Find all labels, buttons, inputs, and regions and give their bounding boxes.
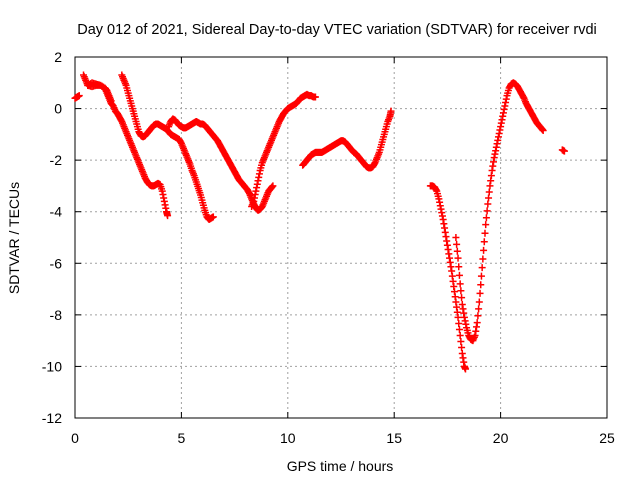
x-tick-label: 10	[280, 430, 296, 446]
data-points	[71, 71, 568, 373]
data-point	[269, 182, 277, 190]
data-point	[453, 247, 461, 255]
data-point	[477, 281, 485, 289]
y-tick-label: -12	[42, 410, 62, 426]
data-point	[479, 255, 487, 263]
data-point	[560, 147, 568, 155]
x-axis-label: GPS time / hours	[287, 458, 394, 474]
y-tick-label: -10	[42, 358, 62, 374]
data-point	[458, 294, 466, 302]
data-point	[482, 214, 490, 222]
data-point	[483, 207, 491, 215]
data-point	[387, 107, 395, 115]
data-point	[454, 313, 462, 321]
data-point	[455, 319, 463, 327]
data-point	[453, 240, 461, 248]
x-tick-label: 25	[599, 430, 615, 446]
y-tick-label: -6	[50, 255, 63, 271]
x-tick-label: 0	[71, 430, 79, 446]
data-point	[482, 221, 490, 229]
data-point	[455, 263, 463, 271]
y-tick-label: -2	[50, 152, 63, 168]
data-point	[456, 331, 464, 339]
data-point	[458, 344, 466, 352]
data-point	[474, 312, 482, 320]
data-point	[475, 298, 483, 306]
data-point	[481, 229, 489, 237]
data-point	[455, 271, 463, 279]
axis-ticks: 0 5 10 15 20 25 -12 -10 -8 -6 -4 -2 0 2	[42, 49, 615, 446]
data-point	[164, 212, 172, 220]
data-point	[107, 97, 115, 105]
y-axis-label: SDTVAR / TECUs	[6, 182, 22, 294]
data-point	[209, 213, 217, 221]
data-point	[476, 289, 484, 297]
data-point	[452, 234, 460, 241]
x-tick-label: 15	[386, 430, 402, 446]
y-tick-label: 2	[54, 49, 62, 65]
data-point	[485, 194, 493, 202]
x-tick-label: 5	[178, 430, 186, 446]
data-point	[478, 264, 486, 272]
data-point	[473, 319, 481, 327]
grid-lines	[75, 57, 607, 418]
data-point	[75, 92, 83, 100]
data-point	[455, 325, 463, 333]
data-point	[457, 338, 465, 346]
plot-frame	[74, 56, 608, 419]
y-tick-label: 0	[54, 101, 62, 117]
data-point	[454, 254, 462, 262]
data-point	[311, 93, 319, 101]
data-point	[480, 238, 488, 246]
data-point	[484, 200, 492, 208]
y-tick-label: -4	[50, 204, 63, 220]
y-tick-label: -8	[50, 307, 63, 323]
data-point	[457, 287, 465, 295]
chart-title: Day 012 of 2021, Sidereal Day-to-day VTE…	[77, 22, 597, 38]
x-tick-label: 20	[493, 430, 509, 446]
data-point	[485, 188, 493, 196]
data-point	[477, 272, 485, 280]
data-point	[475, 305, 483, 313]
data-point	[480, 246, 488, 254]
data-point	[456, 280, 464, 288]
data-point	[539, 126, 547, 134]
data-point	[461, 365, 469, 373]
